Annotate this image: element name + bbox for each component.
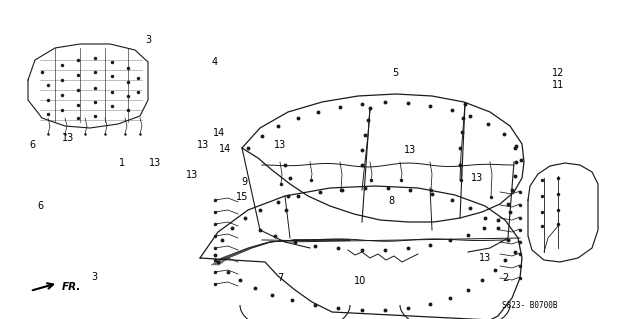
Text: S823- B0700B: S823- B0700B xyxy=(502,301,557,310)
Text: 14: 14 xyxy=(219,144,232,154)
Text: 13: 13 xyxy=(274,140,287,150)
Text: 13: 13 xyxy=(62,133,74,143)
Text: 15: 15 xyxy=(236,192,248,202)
Text: 3: 3 xyxy=(92,272,98,282)
Text: 6: 6 xyxy=(29,140,35,150)
Text: 4: 4 xyxy=(211,57,218,67)
Text: 11: 11 xyxy=(552,79,564,90)
Text: 13: 13 xyxy=(479,253,492,263)
Text: 8: 8 xyxy=(388,196,395,206)
Text: 13: 13 xyxy=(403,145,416,155)
Text: 7: 7 xyxy=(277,272,284,283)
Text: 13: 13 xyxy=(186,170,198,181)
Text: FR.: FR. xyxy=(62,282,81,292)
Text: 5: 5 xyxy=(392,68,399,78)
Text: 10: 10 xyxy=(353,276,366,286)
Text: 3: 3 xyxy=(145,35,151,45)
Text: 14: 14 xyxy=(212,128,225,138)
Text: 1: 1 xyxy=(118,158,125,168)
Text: 13: 13 xyxy=(470,173,483,183)
Text: 13: 13 xyxy=(148,158,161,168)
Text: 12: 12 xyxy=(552,68,564,78)
Text: 2: 2 xyxy=(502,272,509,283)
Text: 6: 6 xyxy=(37,201,44,211)
Text: 13: 13 xyxy=(197,140,210,150)
Text: 9: 9 xyxy=(241,177,248,187)
